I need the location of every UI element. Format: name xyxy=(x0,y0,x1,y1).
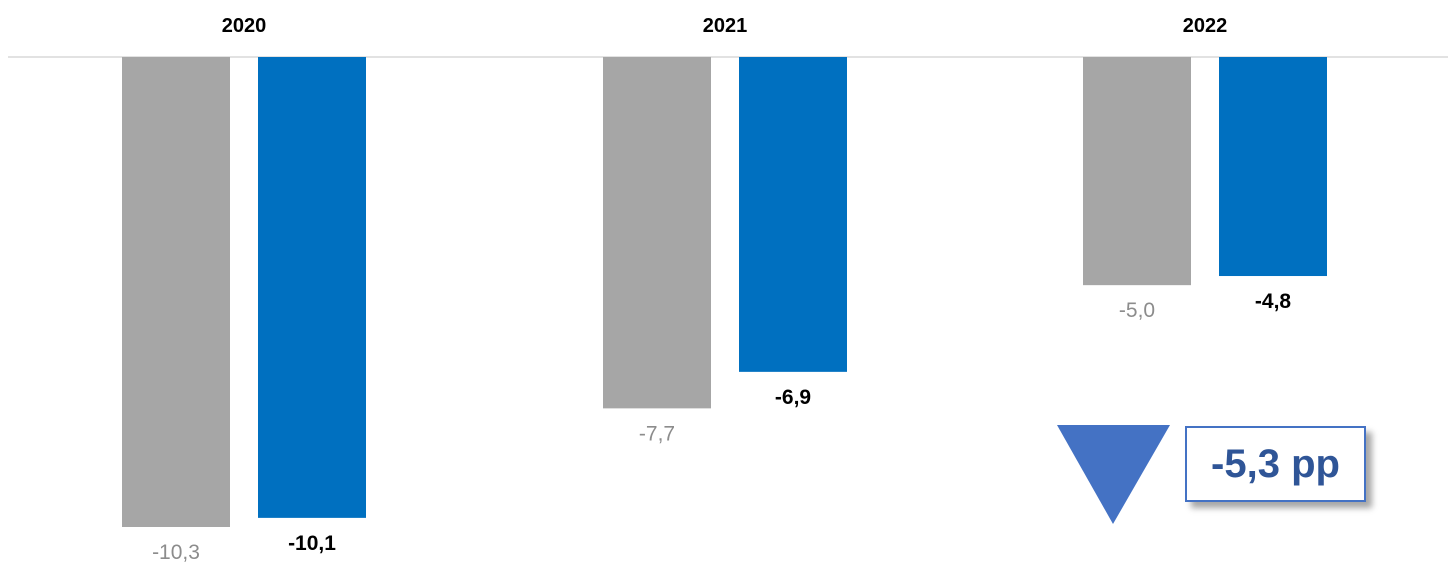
category-label: 2022 xyxy=(1183,15,1228,37)
callout-box: -5,3 pp xyxy=(1185,426,1366,502)
category-label: 2020 xyxy=(222,15,267,37)
bar-2022-series-1 xyxy=(1083,57,1191,286)
bar-2020-series-2 xyxy=(258,57,366,518)
bar-2021-series-1 xyxy=(603,57,711,409)
data-label: -6,9 xyxy=(775,386,811,409)
bar-2022-series-2 xyxy=(1219,57,1327,277)
category-label: 2021 xyxy=(703,15,748,37)
callout-text: -5,3 pp xyxy=(1211,441,1340,486)
bar-2021-series-2 xyxy=(739,57,847,372)
down-triangle-icon xyxy=(1057,425,1170,524)
data-label: -4,8 xyxy=(1255,290,1292,313)
data-label: -10,3 xyxy=(152,541,200,564)
data-label: -7,7 xyxy=(639,422,675,445)
data-label: -5,0 xyxy=(1119,299,1155,322)
bar-2020-series-1 xyxy=(122,57,230,527)
data-label: -10,1 xyxy=(288,532,336,555)
